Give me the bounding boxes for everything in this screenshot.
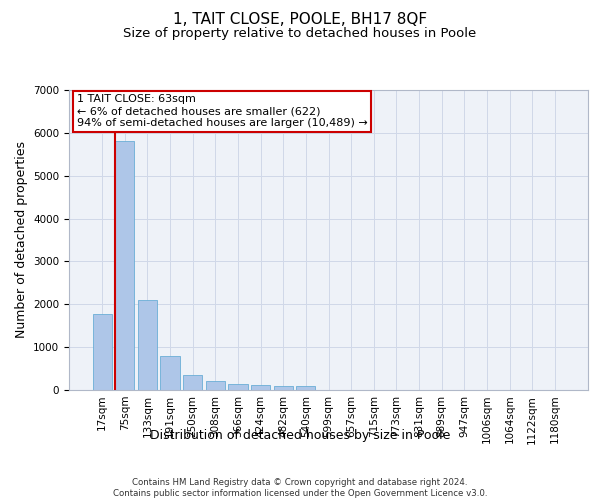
Text: Contains HM Land Registry data © Crown copyright and database right 2024.
Contai: Contains HM Land Registry data © Crown c… bbox=[113, 478, 487, 498]
Bar bbox=[229, 384, 248, 390]
Bar bbox=[296, 386, 316, 390]
Bar bbox=[160, 356, 180, 390]
Bar bbox=[251, 386, 270, 390]
Text: 1, TAIT CLOSE, POOLE, BH17 8QF: 1, TAIT CLOSE, POOLE, BH17 8QF bbox=[173, 12, 427, 28]
Bar bbox=[183, 376, 202, 390]
Bar bbox=[274, 386, 293, 390]
Text: Distribution of detached houses by size in Poole: Distribution of detached houses by size … bbox=[150, 430, 450, 442]
Bar bbox=[206, 381, 225, 390]
Bar bbox=[138, 300, 157, 390]
Text: Size of property relative to detached houses in Poole: Size of property relative to detached ho… bbox=[124, 28, 476, 40]
Text: 1 TAIT CLOSE: 63sqm
← 6% of detached houses are smaller (622)
94% of semi-detach: 1 TAIT CLOSE: 63sqm ← 6% of detached hou… bbox=[77, 94, 368, 128]
Bar bbox=[92, 314, 112, 390]
Y-axis label: Number of detached properties: Number of detached properties bbox=[14, 142, 28, 338]
Bar bbox=[115, 142, 134, 390]
